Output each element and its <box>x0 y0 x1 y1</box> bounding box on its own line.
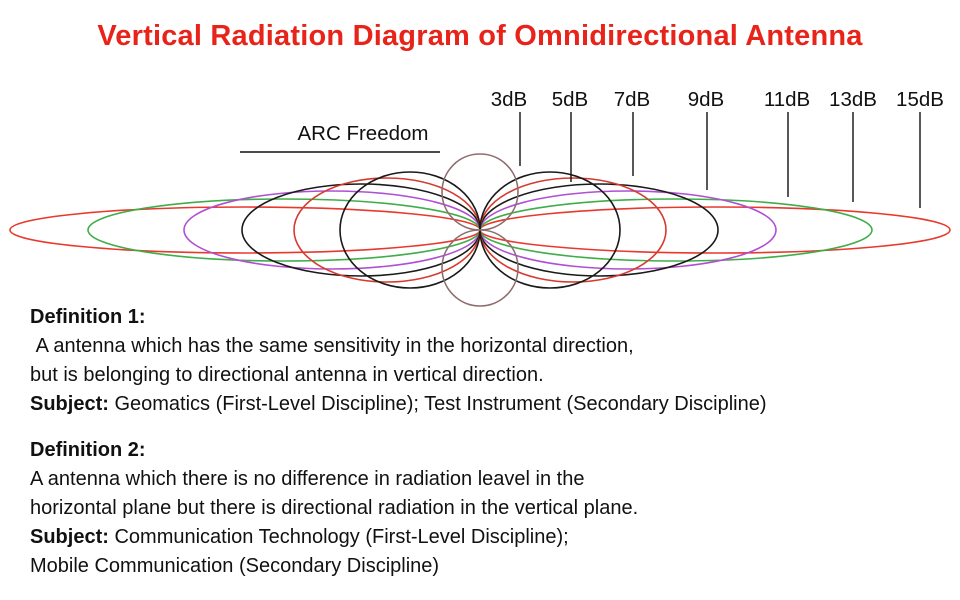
radiation-lobe-11dB <box>479 190 777 270</box>
subject-label: Subject: <box>30 393 109 415</box>
radiation-lobe-15dB <box>479 206 951 254</box>
definitions-section: Definition 1: A antenna which has the sa… <box>30 303 940 598</box>
radiation-lobe-11dB <box>183 190 481 270</box>
gain-markers: 3dB 5dB 7dB 9dB 11dB 13dB 15dB <box>491 88 944 208</box>
antenna-radiation-diagram: 3dB 5dB 7dB 9dB 11dB 13dB 15dB ARC Freedom <box>9 88 951 307</box>
radiation-lobe-9dB <box>241 183 481 277</box>
definition-1: Definition 1: A antenna which has the sa… <box>30 303 940 419</box>
definition-2-heading: Definition 2: <box>30 439 146 461</box>
page-title: Vertical Radiation Diagram of Omnidirect… <box>97 20 863 52</box>
radiation-lobe-3dB <box>441 229 519 307</box>
subject-text: Geomatics (First-Level Discipline); Test… <box>108 393 767 415</box>
gain-label-5dB: 5dB <box>552 88 588 111</box>
gain-label-9dB: 9dB <box>688 88 724 111</box>
gain-label-11dB: 11dB <box>764 88 810 111</box>
definition-2-line-1: A antenna which there is no difference i… <box>30 468 585 490</box>
definition-1-line-2: but is belonging to directional antenna … <box>30 364 544 386</box>
radiation-lobe-5dB <box>339 171 481 289</box>
definition-1-line-1: A antenna which has the same sensitivity… <box>30 335 634 357</box>
definition-1-subject: Subject: Geomatics (First-Level Discipli… <box>30 390 940 419</box>
radiation-lobe-3dB <box>441 153 519 231</box>
gain-label-3dB: 3dB <box>491 88 527 111</box>
definition-2: Definition 2: A antenna which there is n… <box>30 436 940 581</box>
subject-text: Communication Technology (First-Level Di… <box>108 526 569 548</box>
radiation-lobe-13dB <box>87 198 481 262</box>
definition-2-line-2: horizontal plane but there is directiona… <box>30 497 639 519</box>
definition-2-subject-continuation: Mobile Communication (Secondary Discipli… <box>30 555 440 577</box>
radiation-lobe-15dB <box>9 206 481 254</box>
gain-label-13dB: 13dB <box>829 88 877 111</box>
gain-label-15dB: 15dB <box>896 88 944 111</box>
radiation-lobe-9dB <box>479 183 719 277</box>
arc-freedom-label: ARC Freedom <box>297 122 428 145</box>
radiation-lobe-5dB <box>479 171 621 289</box>
radiation-lobe-13dB <box>479 198 873 262</box>
radiation-lobes <box>9 153 951 307</box>
definition-2-subject: Subject: Communication Technology (First… <box>30 523 940 552</box>
definition-1-heading: Definition 1: <box>30 306 146 328</box>
gain-label-7dB: 7dB <box>614 88 650 111</box>
subject-label: Subject: <box>30 526 109 548</box>
